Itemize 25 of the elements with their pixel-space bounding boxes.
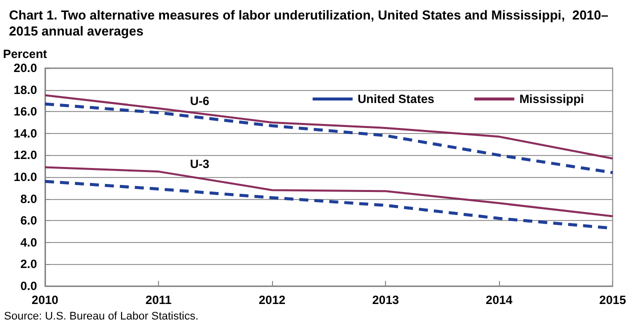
line-series — [44, 94, 614, 160]
y-tick-label: 8.0 — [20, 192, 38, 206]
annotation: U-6 — [190, 94, 210, 108]
y-tick-label: 2.0 — [20, 257, 38, 272]
y-tick-label: 20.0 — [14, 61, 38, 75]
annotation: U-3 — [190, 157, 210, 171]
x-tick-label: 2015 — [599, 293, 626, 307]
chart-title: Chart 1. Two alternative measures of labor underutilization, United States and Mississippi, 2010– 2015 annual averages — [9, 8, 608, 38]
legend-label: United States — [358, 92, 435, 106]
y-tick-label: 14.0 — [14, 126, 38, 140]
y-tick-label: 16.0 — [14, 104, 38, 119]
x-tick-label: 2013 — [372, 293, 400, 307]
y-tick-label: 18.0 — [14, 82, 38, 97]
y-tick-label: 6.0 — [20, 214, 38, 228]
x-tick-label: 2012 — [258, 293, 286, 307]
legend-label: Mississippi — [519, 92, 584, 106]
x-tick-label: 2014 — [486, 293, 513, 307]
x-tick-label: 2010 — [32, 293, 59, 307]
y-tick-label: 12.0 — [14, 148, 38, 162]
y-tick-label: 4.0 — [20, 235, 38, 250]
y-axis-title: Percent — [3, 47, 48, 61]
y-tick-label: 10.0 — [14, 170, 38, 184]
x-tick-label: 2011 — [146, 293, 172, 307]
source-note: Source: U.S. Bureau of Labor Statistics. — [4, 310, 198, 322]
y-tick-label: 0.0 — [20, 279, 38, 293]
